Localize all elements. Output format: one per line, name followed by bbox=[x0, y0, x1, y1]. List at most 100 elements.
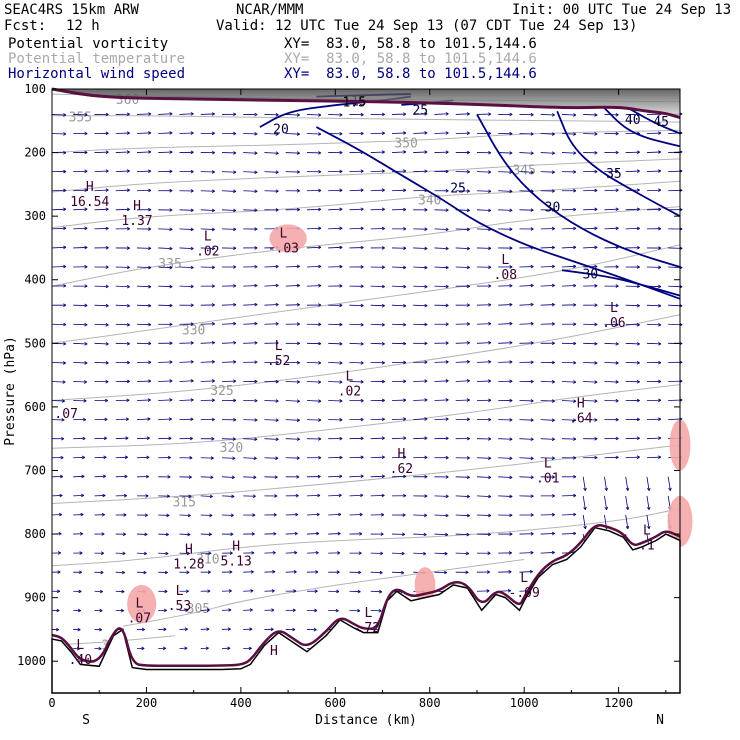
wind-vector-head bbox=[211, 437, 215, 441]
wind-vector bbox=[306, 246, 321, 249]
wind-vector-head bbox=[615, 399, 619, 403]
wind-vector-head bbox=[84, 207, 88, 212]
wind-vector bbox=[136, 151, 151, 153]
wind-vector bbox=[391, 437, 406, 440]
wind-vector-head bbox=[105, 323, 109, 327]
wind-vector-head bbox=[658, 360, 662, 365]
wind-vector bbox=[370, 590, 382, 593]
wind-vector-head bbox=[275, 456, 279, 461]
wind-vector bbox=[158, 113, 173, 115]
wind-vector-head bbox=[488, 398, 492, 403]
wind-vector bbox=[158, 247, 173, 250]
wind-vector bbox=[434, 514, 449, 517]
x-tick-label: 1200 bbox=[604, 696, 633, 710]
wind-vector-head bbox=[339, 188, 343, 193]
wind-vector-head bbox=[636, 303, 640, 308]
wind-vector-head bbox=[339, 150, 343, 155]
wind-vector-head bbox=[466, 131, 470, 135]
wind-vector-head bbox=[381, 188, 385, 192]
wind-vector-head bbox=[103, 455, 107, 460]
wind-vector-head bbox=[403, 360, 407, 365]
wind-vector bbox=[200, 514, 213, 516]
wind-vector-head bbox=[445, 246, 449, 251]
wind-vector-head bbox=[360, 380, 364, 384]
wind-vector bbox=[200, 361, 215, 363]
model-name: SEAC4RS 15km ARW bbox=[4, 2, 139, 18]
pv-extremum-type: L bbox=[279, 226, 287, 241]
wind-vector-head bbox=[508, 551, 512, 555]
wind-vector-head bbox=[488, 208, 492, 213]
wind-vector-head bbox=[317, 474, 321, 479]
wind-vector bbox=[455, 399, 470, 401]
wind-vector-head bbox=[77, 627, 81, 632]
wind-vector bbox=[349, 208, 364, 211]
wind-vector bbox=[264, 400, 279, 402]
wind-vector bbox=[285, 438, 300, 440]
wind-vector-head bbox=[84, 150, 88, 155]
wind-vector bbox=[200, 228, 215, 230]
wind-vector bbox=[158, 533, 169, 535]
wind-vector-head bbox=[466, 436, 470, 441]
wind-vector bbox=[625, 208, 640, 211]
wind-vector bbox=[158, 380, 173, 382]
wind-vector-head bbox=[445, 398, 449, 402]
pv-extremum-value: .01 bbox=[536, 472, 559, 487]
wind-vector bbox=[306, 400, 321, 402]
wind-vector-head bbox=[126, 246, 130, 250]
wind-vector-head bbox=[84, 361, 88, 365]
wind-vector-head bbox=[271, 589, 275, 593]
wind-vector-head bbox=[551, 418, 555, 422]
theta-contour-340 bbox=[51, 180, 681, 229]
wind-vector-head bbox=[80, 493, 85, 498]
wind-vector bbox=[243, 438, 258, 440]
wind-vector-head bbox=[233, 170, 237, 174]
wind-vector-head bbox=[84, 265, 88, 269]
wind-vector-head bbox=[573, 283, 577, 288]
wind-vector-head bbox=[551, 113, 555, 117]
wind-vector-head bbox=[466, 341, 470, 345]
wind-vector-head bbox=[211, 112, 215, 116]
wind-vector-head bbox=[445, 227, 449, 232]
wind-vector-head bbox=[252, 494, 256, 498]
pv-extremum-type: L bbox=[176, 584, 184, 599]
wind-vector-head bbox=[488, 170, 492, 174]
wind-vector-head bbox=[530, 208, 534, 212]
wind-vector-head bbox=[296, 399, 300, 403]
wind-vector-head bbox=[211, 340, 215, 345]
wind-vector bbox=[200, 342, 215, 344]
wind-vector bbox=[434, 380, 449, 382]
wind-vector-head bbox=[318, 380, 322, 384]
wind-vector-head bbox=[318, 322, 322, 327]
wind-vector bbox=[498, 438, 513, 440]
wind-vector bbox=[604, 189, 619, 192]
wind-vector-head bbox=[190, 150, 194, 155]
wind-label-45: 45 bbox=[653, 115, 669, 130]
wind-vector bbox=[391, 418, 406, 421]
wind-vector-head bbox=[615, 264, 619, 269]
wind-vector-head bbox=[125, 417, 129, 421]
wind-vector-head bbox=[551, 494, 555, 498]
wind-vector-head bbox=[55, 627, 60, 632]
wind-vector-head bbox=[636, 265, 640, 269]
wind-vector-head bbox=[573, 322, 577, 326]
wind-vector-head bbox=[101, 532, 105, 536]
wind-vector-head bbox=[254, 321, 258, 326]
wind-vector bbox=[200, 380, 215, 382]
wind-vector-head bbox=[253, 475, 257, 480]
wind-vector bbox=[413, 266, 428, 269]
wind-vector-head bbox=[658, 150, 662, 154]
wind-vector-head bbox=[381, 226, 385, 231]
wind-vector-head bbox=[658, 455, 662, 459]
wind-vector-head bbox=[615, 131, 619, 136]
wind-vector-head bbox=[486, 589, 490, 593]
wind-vector bbox=[243, 323, 258, 325]
pv-extremum-value: .06 bbox=[602, 316, 625, 331]
wind-vector bbox=[604, 495, 608, 510]
wind-vector-head bbox=[488, 340, 492, 345]
wind-vector-head bbox=[145, 474, 149, 479]
wind-vector bbox=[264, 266, 279, 268]
pv-extremum-value: 1.37 bbox=[121, 214, 152, 229]
wind-vector-head bbox=[63, 207, 67, 212]
wind-vector bbox=[561, 227, 576, 230]
y-tick-label: 800 bbox=[24, 527, 46, 541]
